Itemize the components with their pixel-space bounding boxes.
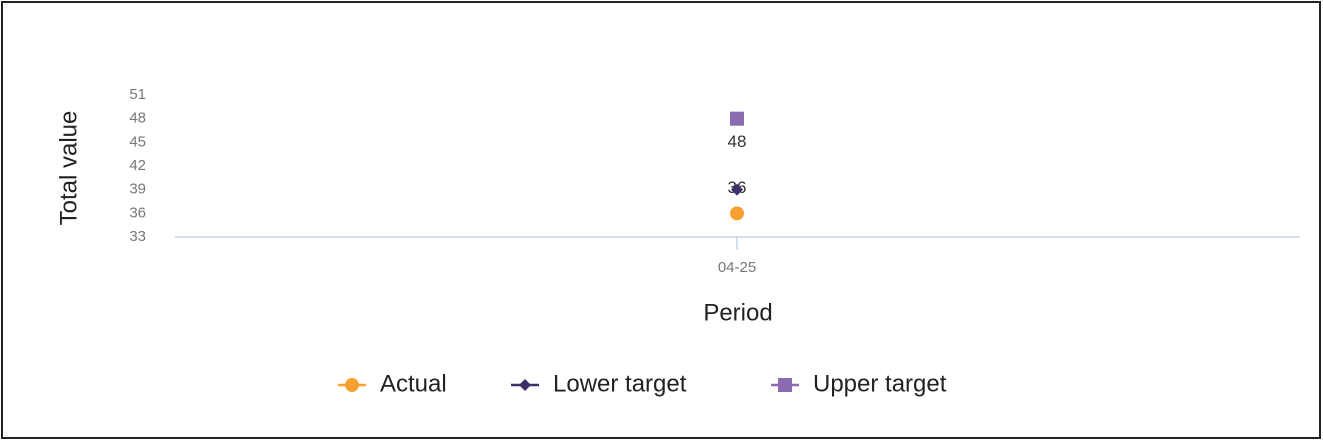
x-tick-label: 04-25: [718, 259, 756, 276]
legend-label: Lower target: [553, 370, 687, 397]
y-tick-label: 36: [129, 204, 146, 221]
legend-marker: [519, 379, 531, 391]
x-axis-title: Period: [703, 299, 772, 326]
y-tick-label: 42: [129, 157, 146, 174]
marker-diamond: [731, 183, 743, 196]
y-axis-title: Total value: [55, 111, 82, 226]
legend-label: Actual: [380, 370, 447, 397]
y-tick-label: 39: [129, 181, 146, 198]
y-tick-label: 48: [129, 110, 146, 127]
marker-square: [730, 111, 744, 126]
legend-marker: [345, 378, 359, 392]
y-tick-label: 51: [129, 86, 146, 103]
marker-circle: [730, 206, 744, 221]
legend-label: Upper target: [813, 370, 947, 397]
data-label: 48: [728, 132, 747, 151]
y-tick-label: 33: [129, 228, 146, 245]
y-tick-label: 45: [129, 133, 146, 150]
legend-marker: [778, 378, 792, 392]
